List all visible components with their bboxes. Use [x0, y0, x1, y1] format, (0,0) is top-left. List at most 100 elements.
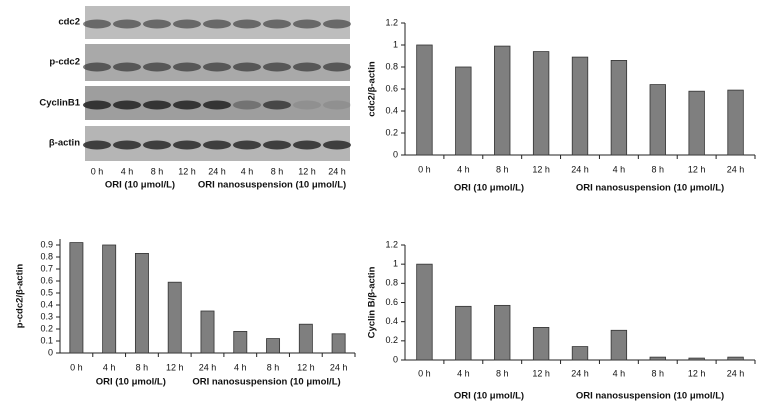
x-tick-label: 4 h	[103, 362, 116, 372]
x-tick-label: 4 h	[457, 368, 470, 378]
x-tick-label: 4 h	[613, 368, 626, 378]
blot-lane-label: 8 h	[151, 166, 164, 176]
bar	[455, 305, 472, 361]
x-tick-label: 8 h	[267, 362, 280, 372]
y-tick-label: 0	[393, 354, 398, 364]
y-tick-label: 0	[393, 149, 398, 159]
y-tick-label: 0.1	[40, 335, 53, 345]
bar	[532, 327, 550, 361]
blot-band	[323, 62, 351, 72]
x-tick-label: 4 h	[457, 164, 470, 174]
blot-band	[263, 100, 291, 110]
blot-band	[293, 100, 321, 110]
y-tick-label: 0.2	[40, 323, 53, 333]
blot-row-label: p-cdc2	[49, 57, 80, 68]
x-tick-label: 24 h	[330, 362, 348, 372]
y-tick-label: 0.4	[40, 299, 53, 309]
y-tick-label: 0.8	[40, 251, 53, 261]
y-tick-label: 0.2	[385, 127, 398, 137]
x-tick-label: 12 h	[688, 368, 706, 378]
group-label: ORI (10 μmol/L)	[454, 183, 524, 194]
bar	[571, 346, 589, 361]
bar	[102, 244, 117, 354]
bar	[727, 89, 744, 156]
y-tick-label: 1.2	[385, 17, 398, 27]
x-tick-label: 8 h	[496, 164, 509, 174]
blot-band	[173, 100, 201, 110]
y-tick-label: 0	[48, 347, 53, 357]
y-tick-label: 0.6	[385, 297, 398, 307]
bar	[610, 60, 628, 156]
x-tick-label: 12 h	[297, 362, 315, 372]
blot-row-label: cdc2	[58, 17, 80, 28]
blot-band	[173, 62, 201, 72]
y-tick-label: 1	[393, 259, 398, 269]
y-tick-label: 0.5	[40, 287, 53, 297]
bar	[571, 56, 589, 156]
x-tick-label: 0 h	[70, 362, 83, 372]
blot-band	[143, 19, 171, 29]
y-tick-label: 0.6	[385, 83, 398, 93]
blot-band	[83, 19, 111, 29]
blot-row-label: β-actin	[49, 138, 80, 149]
y-tick-label: 0.4	[385, 105, 398, 115]
bar	[69, 242, 84, 354]
y-tick-label: 0.4	[385, 316, 398, 326]
bar	[331, 333, 346, 354]
x-tick-label: 24 h	[199, 362, 217, 372]
blot-band	[203, 19, 231, 29]
x-tick-label: 12 h	[532, 164, 550, 174]
blot-band	[323, 140, 351, 150]
blot-band	[293, 19, 321, 29]
x-tick-label: 8 h	[496, 368, 509, 378]
y-axis-label: cdc2/β-actin	[367, 61, 378, 117]
blot-band	[293, 140, 321, 150]
bar	[688, 357, 705, 361]
blot-row-label: CyclinB1	[39, 98, 80, 109]
bar	[134, 252, 149, 354]
blot-group-label: ORI nanosuspension (10 μmol/L)	[198, 180, 346, 191]
blot-band	[83, 100, 111, 110]
blot-band	[113, 140, 141, 150]
bar	[494, 45, 511, 156]
x-tick-label: 12 h	[688, 164, 706, 174]
y-tick-label: 0.6	[40, 275, 53, 285]
blot-band	[293, 62, 321, 72]
y-tick-label: 0.9	[40, 239, 53, 249]
group-label: ORI (10 μmol/L)	[96, 377, 166, 388]
y-tick-label: 0.2	[385, 335, 398, 345]
blot-band	[233, 140, 261, 150]
x-tick-label: 0 h	[418, 368, 431, 378]
x-tick-label: 8 h	[652, 368, 665, 378]
blot-band	[83, 62, 111, 72]
blot-lane-label: 4 h	[121, 166, 134, 176]
bar	[167, 281, 182, 354]
blot-band	[113, 100, 141, 110]
y-tick-label: 1	[393, 39, 398, 49]
x-tick-label: 4 h	[234, 362, 247, 372]
bar	[688, 90, 705, 156]
y-tick-label: 0.3	[40, 311, 53, 321]
blot-band	[263, 62, 291, 72]
x-tick-label: 12 h	[166, 362, 184, 372]
x-tick-label: 0 h	[418, 164, 431, 174]
group-label: ORI nanosuspension (10 μmol/L)	[192, 377, 340, 388]
bar	[649, 84, 666, 156]
bar	[494, 304, 511, 361]
blot-band	[173, 19, 201, 29]
bar	[416, 44, 433, 156]
y-tick-label: 0.8	[385, 61, 398, 71]
x-tick-label: 24 h	[571, 368, 589, 378]
group-label: ORI nanosuspension (10 μmol/L)	[576, 183, 724, 194]
blot-lane-label: 24 h	[208, 166, 226, 176]
blot-panel	[85, 6, 350, 161]
blot-band	[143, 140, 171, 150]
blot-band	[203, 100, 231, 110]
y-tick-label: 1.2	[385, 239, 398, 249]
x-tick-label: 8 h	[652, 164, 665, 174]
group-label: ORI nanosuspension (10 μmol/L)	[576, 391, 724, 402]
bar	[298, 323, 313, 354]
y-axis-label: p-cdc2/β-actin	[15, 264, 26, 329]
blot-band	[323, 100, 351, 110]
